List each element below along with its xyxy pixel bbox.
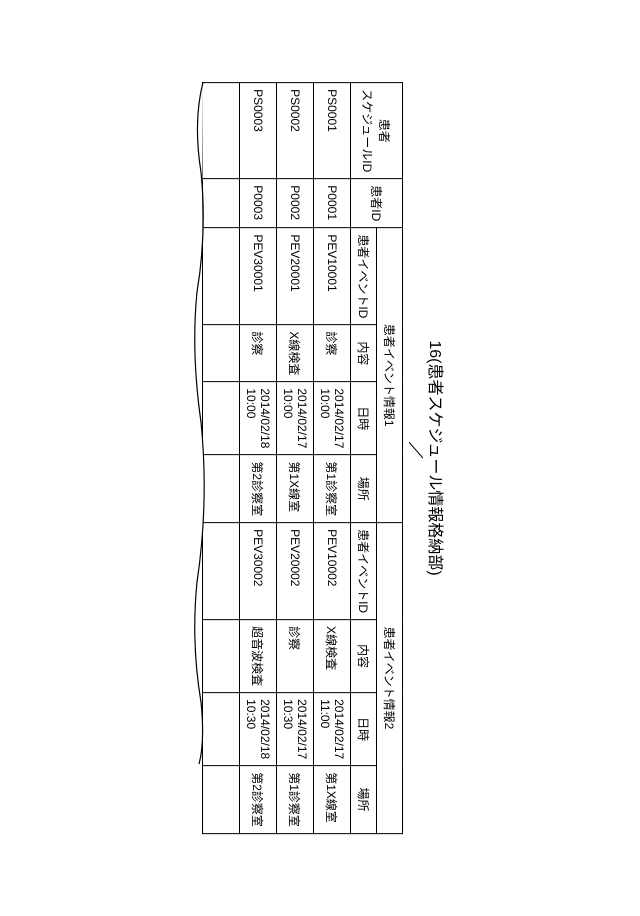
cell-empty (203, 83, 240, 179)
cell-empty (203, 179, 240, 228)
cell-e2-id: PEV20002 (277, 523, 314, 620)
cell-e2-datetime: 2014/02/1711:00 (314, 693, 351, 766)
cell-e1-content: X線検査 (277, 325, 314, 382)
cell-patient-id: P0003 (240, 179, 277, 228)
cell-e1-datetime: 2014/02/1710:00 (314, 382, 351, 455)
cell-empty (203, 455, 240, 523)
torn-edge-icon (191, 82, 205, 834)
cell-e2-datetime: 2014/02/1710:30 (277, 693, 314, 766)
col-e1-id: 患者イベントID (351, 228, 377, 325)
cell-e2-id: PEV10002 (314, 523, 351, 620)
table-row: PS0002 P0002 PEV20001 X線検査 2014/02/1710:… (277, 83, 314, 834)
cell-e2-location: 第2診察室 (240, 766, 277, 834)
cell-empty (203, 382, 240, 455)
cell-schedule-id: PS0001 (314, 83, 351, 179)
cell-empty (203, 325, 240, 382)
col-e2-datetime: 日時 (351, 693, 377, 766)
cell-e1-id: PEV20001 (277, 228, 314, 325)
cell-patient-id: P0002 (277, 179, 314, 228)
cell-patient-id: P0001 (314, 179, 351, 228)
col-e2-content: 内容 (351, 620, 377, 693)
cell-schedule-id: PS0003 (240, 83, 277, 179)
cell-schedule-id: PS0002 (277, 83, 314, 179)
cell-e1-datetime: 2014/02/1710:00 (277, 382, 314, 455)
col-e1-content: 内容 (351, 325, 377, 382)
col-e1-datetime: 日時 (351, 382, 377, 455)
table-row-empty (203, 83, 240, 834)
cell-e2-content: 超音波検査 (240, 620, 277, 693)
cell-e1-location: 第1X線室 (277, 455, 314, 523)
cell-e2-location: 第1X線室 (314, 766, 351, 834)
figure-label: 16(患者スケジュール情報格納部) (425, 82, 449, 834)
col-e2-location: 場所 (351, 766, 377, 834)
rotated-content: 16(患者スケジュール情報格納部) 患者スケジュールID (191, 82, 449, 834)
cell-e2-content: X線検査 (314, 620, 351, 693)
col-e1-location: 場所 (351, 455, 377, 523)
cell-empty (203, 228, 240, 325)
cell-e2-datetime: 2014/02/1810:30 (240, 693, 277, 766)
header-row-groups: 患者スケジュールID 患者ID 患者イベント情報1 患者イベント情報2 (377, 83, 403, 834)
table-row: PS0003 P0003 PEV30001 診察 2014/02/1810:00… (240, 83, 277, 834)
cell-e1-id: PEV10001 (314, 228, 351, 325)
cell-e1-content: 診察 (240, 325, 277, 382)
page: 16(患者スケジュール情報格納部) 患者スケジュールID (0, 0, 640, 916)
col-patient-id: 患者ID (351, 179, 403, 228)
col-schedule-id: 患者スケジュールID (351, 83, 403, 179)
cell-e1-location: 第1診察室 (314, 455, 351, 523)
cell-e1-datetime: 2014/02/1810:00 (240, 382, 277, 455)
cell-e2-id: PEV30002 (240, 523, 277, 620)
cell-e2-location: 第1診察室 (277, 766, 314, 834)
table-body: PS0001 P0001 PEV10001 診察 2014/02/1710:00… (203, 83, 351, 834)
cell-empty (203, 620, 240, 693)
leader-line-icon (409, 82, 423, 834)
cell-empty (203, 693, 240, 766)
cell-empty (203, 766, 240, 834)
schedule-table: 患者スケジュールID 患者ID 患者イベント情報1 患者イベント情報2 患者イベ… (202, 82, 403, 834)
cell-e1-location: 第2診察室 (240, 455, 277, 523)
cell-e1-id: PEV30001 (240, 228, 277, 325)
cell-empty (203, 523, 240, 620)
col-e2-id: 患者イベントID (351, 523, 377, 620)
col-group-event2: 患者イベント情報2 (377, 523, 403, 834)
cell-e1-content: 診察 (314, 325, 351, 382)
table-row: PS0001 P0001 PEV10001 診察 2014/02/1710:00… (314, 83, 351, 834)
col-group-event1: 患者イベント情報1 (377, 228, 403, 523)
cell-e2-content: 診察 (277, 620, 314, 693)
